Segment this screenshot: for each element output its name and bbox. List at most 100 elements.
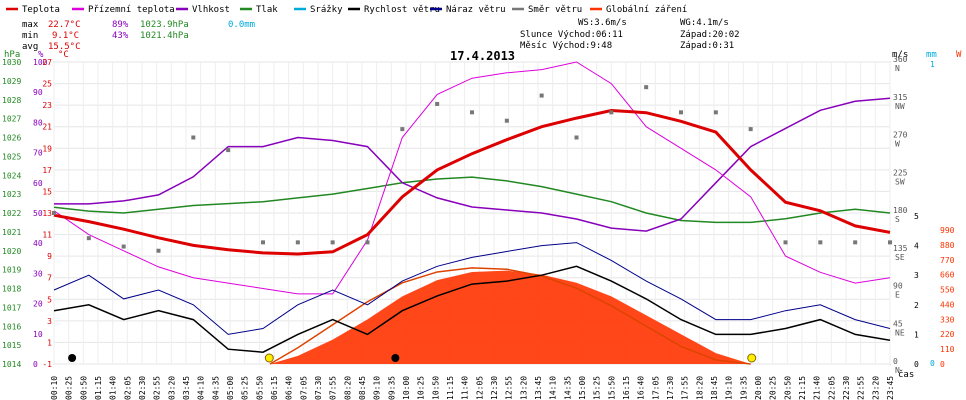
info-wg: WG:4.1m/s	[680, 18, 729, 28]
wm2-tick-label: 880	[940, 241, 955, 250]
hpa-tick-label: 1030	[2, 58, 21, 67]
temp-tick-label: 7	[47, 274, 52, 283]
x-tick-label: 14:10	[549, 376, 558, 400]
wm2-tick-label: 220	[940, 330, 955, 339]
x-tick-label: 21:40	[813, 376, 822, 400]
wm2-tick-label: 330	[940, 315, 955, 324]
hpa-tick-label: 1025	[2, 152, 21, 161]
stats-min-temp: 9.1°C	[52, 31, 79, 41]
wind-line	[53, 265, 891, 353]
wind-direction-dot	[748, 127, 753, 132]
ms-tick-label: 0	[914, 360, 919, 369]
x-axis-unit: čas	[898, 369, 914, 380]
dir-tick-label: 270	[893, 131, 908, 140]
mm-tick-label: 1	[930, 60, 935, 69]
stats-max-press: 1023.9hPa	[140, 20, 189, 30]
sun-marker	[264, 353, 274, 363]
dir-tick-label: 225	[893, 168, 908, 177]
hum-tick-label: 10	[33, 330, 43, 339]
legend-label: Směr větru	[528, 5, 582, 15]
temp-tick-label: 11	[42, 231, 52, 240]
hpa-tick-label: 1027	[2, 115, 21, 124]
x-tick-label: 22:30	[842, 376, 851, 400]
x-tick-label: 03:20	[167, 376, 176, 400]
x-tick-label: 16:40	[637, 376, 646, 400]
hpa-tick-label: 1028	[2, 96, 21, 105]
wind-direction-dot	[713, 110, 718, 115]
wind-direction-dot	[365, 240, 370, 245]
pressure-line	[53, 176, 891, 224]
hum-tick-label: 90	[33, 88, 43, 97]
wind-direction-dot	[504, 118, 509, 123]
wind-direction-dot	[156, 248, 161, 253]
x-tick-label: 02:05	[123, 376, 132, 400]
hpa-tick-label: 1022	[2, 209, 21, 218]
x-tick-label: 06:15	[270, 376, 279, 400]
mm-tick-label: 0	[930, 359, 935, 368]
x-tick-label: 19:10	[725, 376, 734, 400]
x-tick-label: 20:25	[769, 376, 778, 400]
x-tick-label: 16:15	[622, 376, 631, 400]
hpa-tick-label: 1024	[2, 171, 21, 180]
x-tick-label: 17:55	[681, 376, 690, 400]
hpa-tick-label: 1021	[2, 228, 21, 237]
header-stats: max 22.7°C 89% 1023.9hPa 0.0mm min 9.1°C…	[22, 18, 740, 63]
x-tick-label: 20:00	[754, 376, 763, 400]
x-tick-label: 04:35	[211, 376, 220, 400]
x-tick-label: 09:10	[373, 376, 382, 400]
info-sun: Slunce Východ:06:11	[520, 30, 623, 40]
temp-tick-label: 3	[47, 317, 52, 326]
x-tick-label: 05:50	[255, 376, 264, 400]
wind-direction-dot	[86, 236, 91, 241]
x-tick-label: 23:20	[871, 376, 880, 400]
x-tick-label: 08:20	[343, 376, 352, 400]
ms-tick-label: 5	[914, 212, 919, 221]
legend-label: Globální záření	[606, 5, 687, 15]
x-tick-label: 04:10	[197, 376, 206, 400]
x-tick-label: 01:40	[109, 376, 118, 400]
x-tick-label: 02:30	[138, 376, 147, 400]
temp-tick-label: 15	[42, 187, 52, 196]
legend-label: Srážky	[310, 5, 343, 15]
wind-direction-dot	[295, 240, 300, 245]
x-tick-label: 13:45	[534, 376, 543, 400]
legend: Teplota Přízemní teplota Vlhkost Tlak Srážky…	[6, 5, 687, 15]
hpa-tick-label: 1014	[2, 360, 21, 369]
wind-direction-dot	[888, 240, 892, 245]
hum-tick-label: 20	[33, 300, 43, 309]
x-tick-label: 05:00	[226, 376, 235, 400]
wind-direction-dot	[400, 127, 405, 132]
hpa-tick-label: 1019	[2, 266, 21, 275]
hpa-tick-label: 1029	[2, 77, 21, 86]
stats-avg-label: avg	[22, 42, 38, 52]
x-tick-label: 07:05	[299, 376, 308, 400]
wind-direction-dot	[574, 135, 579, 140]
x-tick-label: 07:55	[329, 376, 338, 400]
stats-max-rain: 0.0mm	[228, 20, 255, 30]
wm2-tick-label: 550	[940, 286, 955, 295]
temp-tick-label: 5	[47, 295, 52, 304]
stats-max-label: max	[22, 20, 39, 30]
dir-tick-name: NE	[895, 328, 905, 337]
wind-direction-dot	[226, 148, 231, 153]
hum-axis-unit: %	[38, 50, 44, 60]
x-tick-label: 00:50	[79, 376, 88, 400]
x-tick-label: 00:10	[50, 376, 59, 400]
wind-direction-dot	[818, 240, 823, 245]
temp-line	[53, 108, 891, 256]
wind-direction-dot	[330, 240, 335, 245]
wind-direction-dot	[679, 110, 683, 115]
ms-tick-label: 3	[914, 271, 919, 280]
humidity-line	[54, 97, 891, 232]
hum-tick-label: 30	[33, 269, 43, 278]
wind-direction-dot	[853, 240, 858, 245]
hum-tick-label: 50	[33, 209, 43, 218]
dir-tick-name: S	[895, 215, 900, 224]
hum-tick-label: 0	[33, 360, 38, 369]
legend-label: Tlak	[256, 5, 278, 15]
dir-tick-name: SE	[895, 253, 905, 262]
x-tick-label: 01:15	[94, 376, 103, 400]
sun-marker	[747, 353, 757, 363]
wind-direction-dot	[539, 93, 544, 98]
x-tick-label: 15:50	[607, 376, 616, 400]
